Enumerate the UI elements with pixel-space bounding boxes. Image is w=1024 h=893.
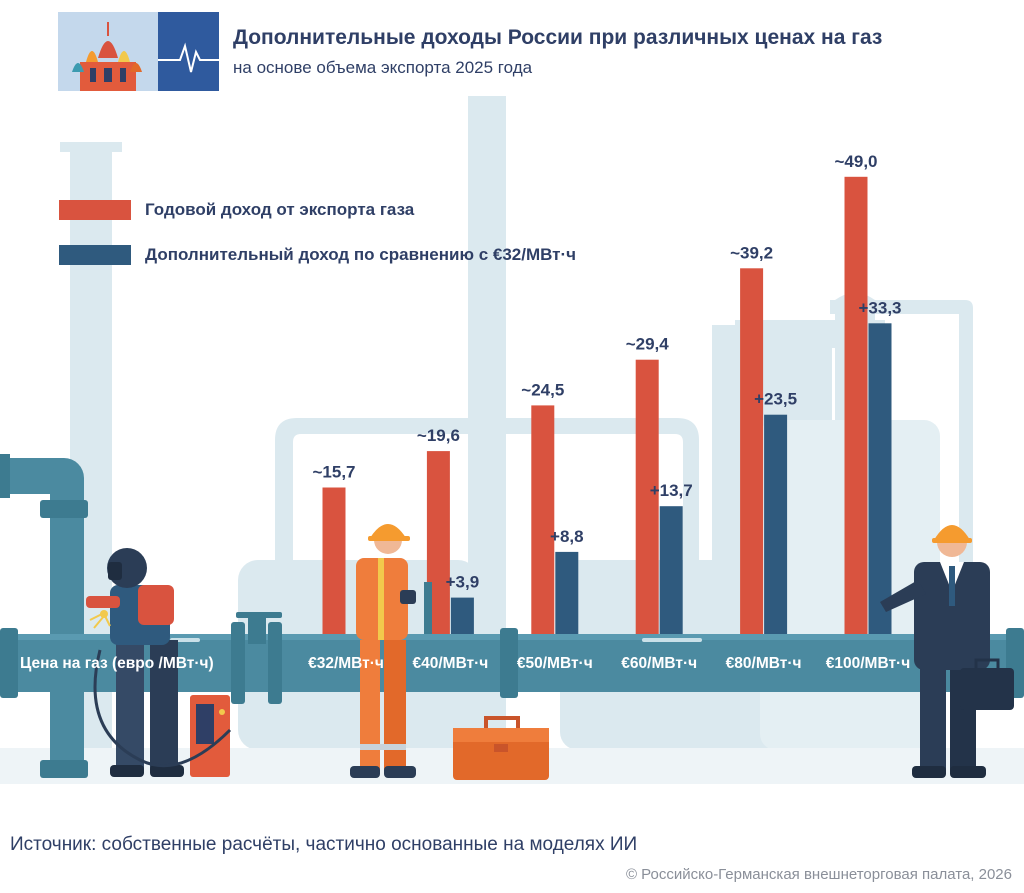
- bar-additional-5: [868, 323, 892, 634]
- x-tick-label-5: €100/МВт·ч: [826, 655, 910, 672]
- welder-illustration: [86, 548, 232, 777]
- axis-title: Цена на газ (евро /МВт·ч): [20, 655, 214, 672]
- bar-value-label-additional-4: +23,5: [754, 390, 797, 409]
- worker-illustration: [350, 524, 432, 778]
- bar-additional-2: [555, 551, 579, 634]
- bar-value-label-revenue-0: ~15,7: [312, 463, 355, 482]
- x-tick-label-0: €32/МВт·ч: [308, 655, 384, 672]
- bars-layer: ~15,7 ~19,6 +3,9 ~24,5 +8,8 ~29,4 +13,7 ~39,2 +2…: [312, 152, 902, 635]
- bar-revenue-1: [426, 451, 450, 634]
- left-pipe: [0, 454, 88, 778]
- x-tick-label-3: €60/МВт·ч: [621, 655, 697, 672]
- logo-icon: [58, 12, 219, 91]
- x-tick-labels: €32/МВт·ч €40/МВт·ч €50/МВт·ч €60/МВт·ч €80/…: [308, 655, 910, 672]
- bar-additional-1: [450, 597, 474, 634]
- bar-value-label-additional-2: +8,8: [550, 527, 584, 546]
- bar-revenue-0: [322, 487, 346, 634]
- bar-value-label-additional-5: +33,3: [858, 298, 901, 317]
- copyright-note: © Российско-Германская внешнеторговая па…: [625, 866, 1012, 883]
- legend-label-revenue: Годовой доход от экспорта газа: [145, 200, 415, 219]
- chart-subtitle: на основе объема экспорта 2025 года: [233, 58, 533, 77]
- businessman-illustration: [880, 525, 1014, 778]
- x-tick-label-4: €80/МВт·ч: [726, 655, 802, 672]
- bar-revenue-2: [531, 405, 555, 634]
- bar-revenue-5: [844, 176, 868, 635]
- bar-revenue-3: [635, 359, 659, 634]
- toolbox-illustration: [453, 716, 549, 780]
- source-note: Источник: собственные расчёты, частично …: [10, 834, 638, 855]
- bar-value-label-revenue-1: ~19,6: [417, 426, 460, 445]
- bar-additional-4: [764, 414, 788, 634]
- legend-swatch-additional: [59, 245, 131, 265]
- x-tick-label-1: €40/МВт·ч: [412, 655, 488, 672]
- x-tick-label-2: €50/МВт·ч: [517, 655, 593, 672]
- legend-label-additional: Дополнительный доход по сравнению с €32/…: [145, 245, 577, 264]
- bar-value-label-additional-1: +3,9: [446, 573, 480, 592]
- bar-additional-3: [659, 506, 683, 634]
- bar-revenue-4: [740, 268, 764, 634]
- bar-value-label-revenue-2: ~24,5: [521, 380, 564, 399]
- legend-swatch-revenue: [59, 200, 131, 220]
- bar-value-label-revenue-5: ~49,0: [834, 152, 877, 171]
- chart-title: Дополнительные доходы России при различн…: [233, 26, 883, 49]
- bar-value-label-additional-3: +13,7: [650, 481, 693, 500]
- bar-value-label-revenue-3: ~29,4: [626, 335, 670, 354]
- bar-value-label-revenue-4: ~39,2: [730, 243, 773, 262]
